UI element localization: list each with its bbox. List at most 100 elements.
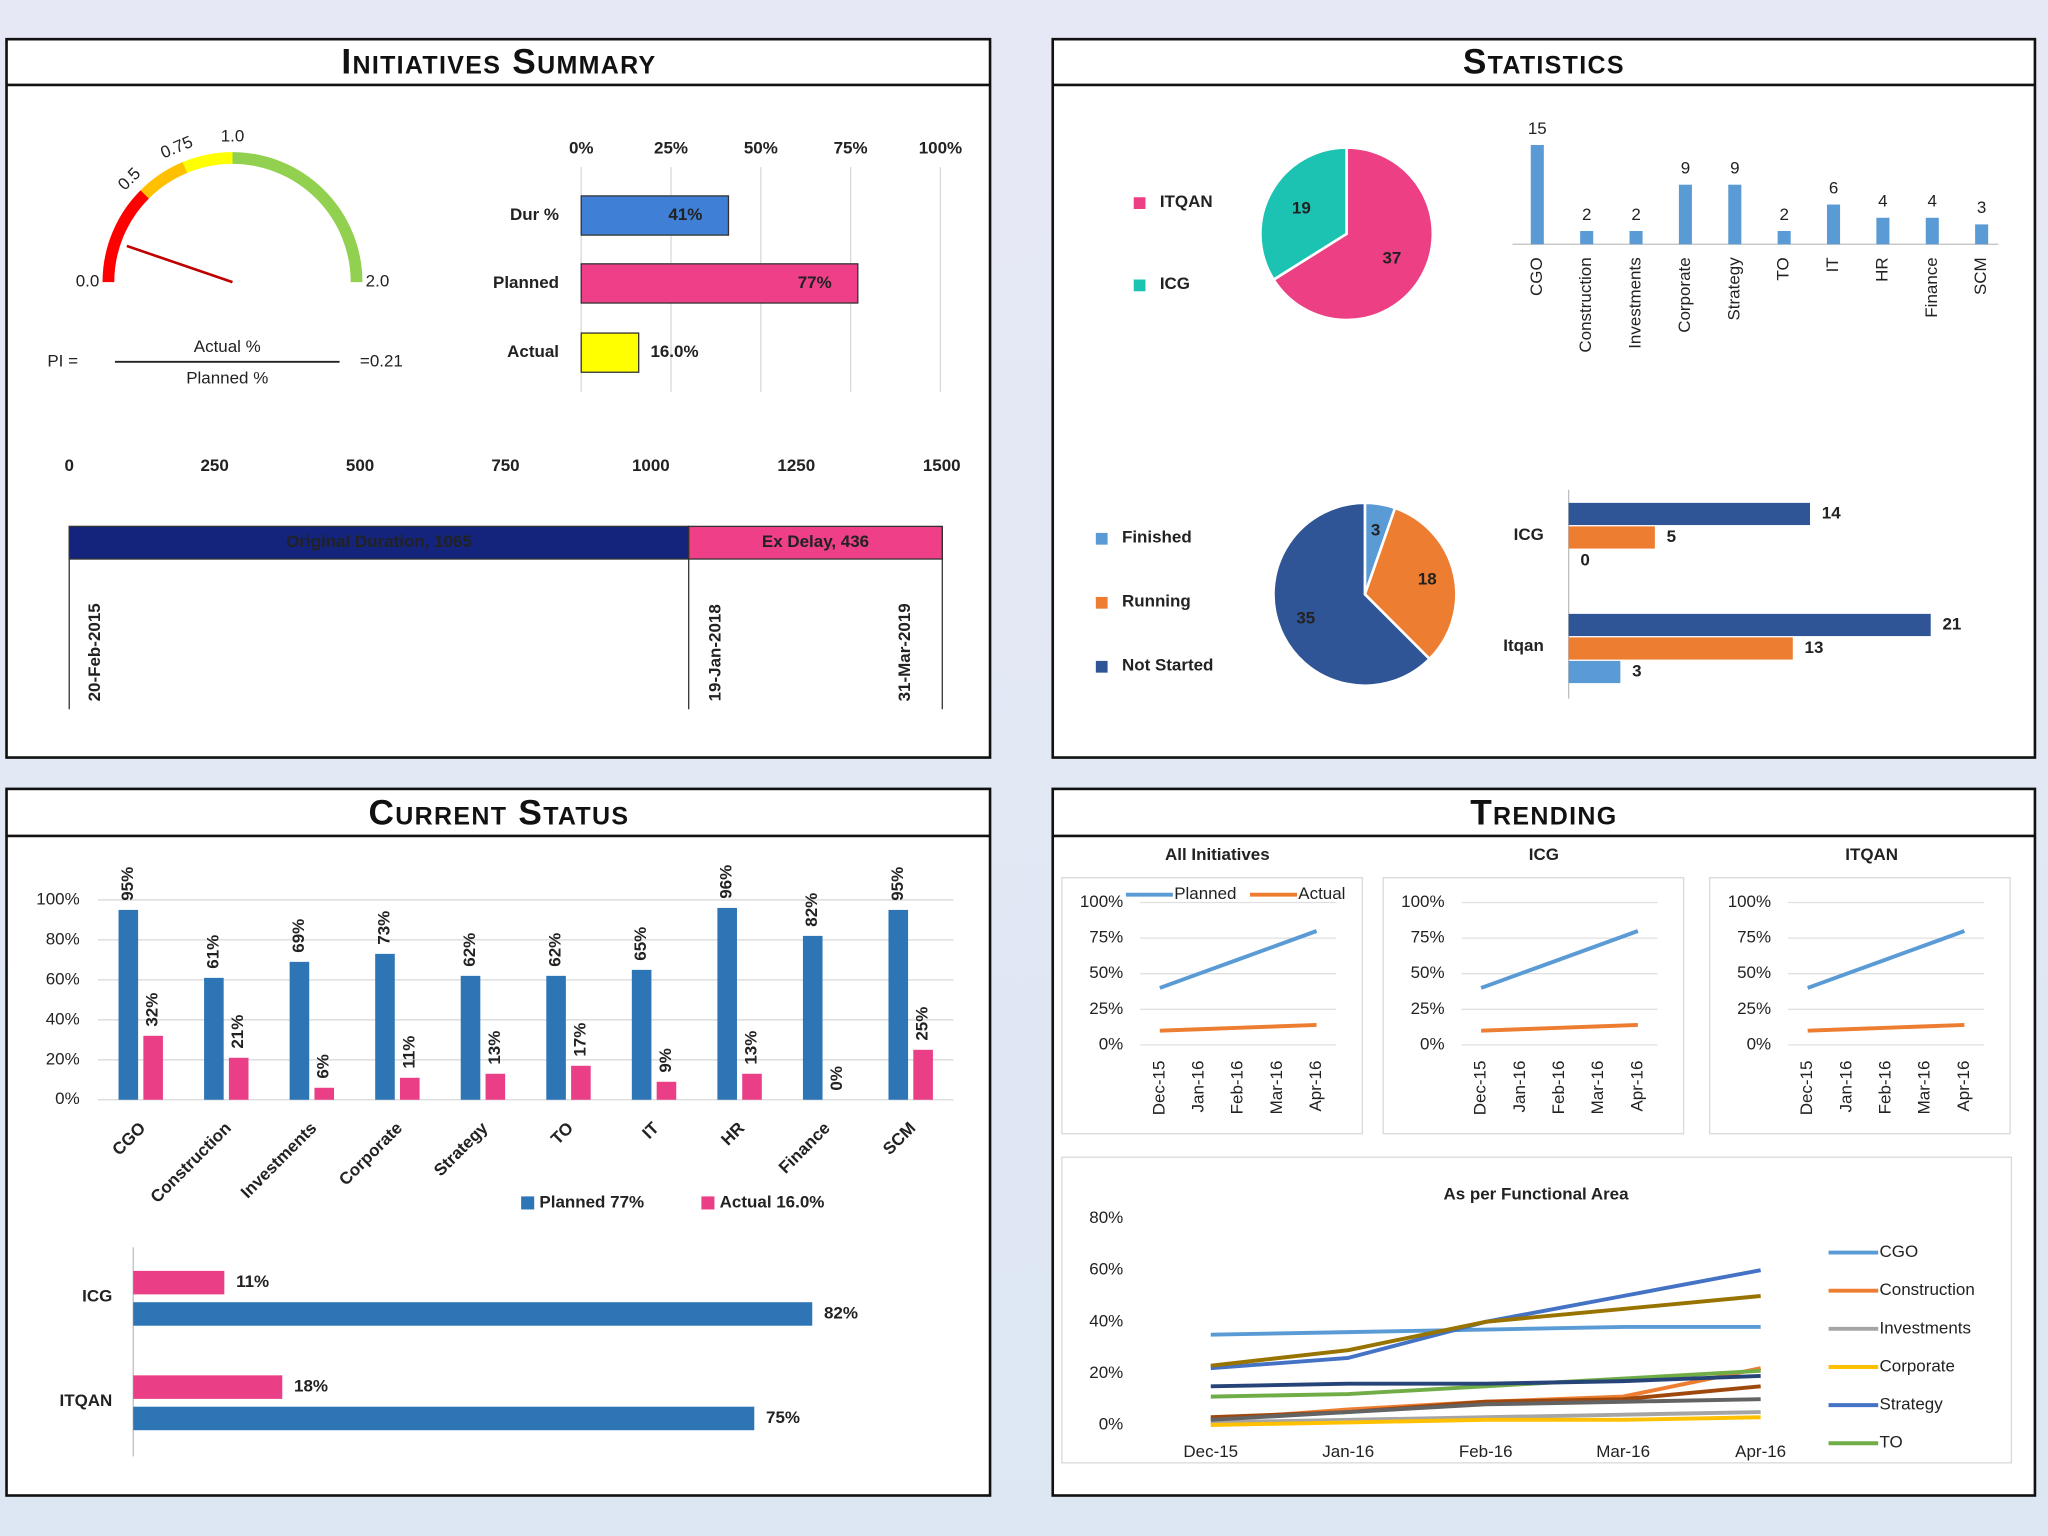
series-line (1481, 1023, 1638, 1033)
slice-label: 18 (1418, 570, 1437, 589)
panel (5, 37, 992, 759)
y-tick-label: 25% (1089, 999, 1123, 1018)
panel-title: Trending (1470, 793, 1617, 832)
slice-label: 35 (1296, 608, 1315, 627)
bar-value-label: 21% (228, 1015, 247, 1049)
y-tick-label: 75% (1737, 928, 1771, 947)
y-tick-label: 50% (1737, 963, 1771, 982)
category-label: ICG (1514, 525, 1544, 544)
bar-value-label: 11% (236, 1272, 269, 1291)
chart-title: ICG (1529, 845, 1559, 864)
category-label: TO (1774, 257, 1793, 280)
gauge-band (102, 190, 149, 283)
x-tick-label: 25% (654, 138, 688, 157)
bar (1568, 637, 1793, 660)
legend-label: Not Started (1122, 656, 1213, 675)
bar (1678, 184, 1692, 245)
category-label: Finance (1922, 257, 1941, 317)
slice-label: 3 (1371, 521, 1380, 540)
bar (802, 935, 823, 1100)
bar (580, 195, 730, 236)
bar (118, 909, 139, 1100)
panel-title: Current Status (369, 793, 630, 832)
bar (1876, 217, 1890, 245)
bar (228, 1057, 249, 1100)
bar-value-label: 5 (1667, 527, 1676, 546)
y-tick-label: 0% (1420, 1034, 1445, 1053)
date-label: 31-Mar-2019 (895, 603, 914, 701)
bar-value-label: 6 (1829, 178, 1838, 197)
y-tick-label: 100% (36, 889, 79, 908)
x-tick-label: Feb-16 (1549, 1061, 1568, 1115)
chart-title: ITQAN (1845, 845, 1898, 864)
pie-slice (1271, 146, 1435, 322)
gauge-tick-label: 2.0 (366, 272, 390, 291)
x-tick-label: 250 (200, 456, 228, 475)
x-tick-label: Apr-16 (1735, 1442, 1786, 1461)
bar-value-label: 62% (460, 933, 479, 967)
bar-value-label: 21 (1942, 614, 1961, 633)
bar-value-label: 69% (289, 919, 308, 953)
bar-value-label: 77% (798, 273, 832, 292)
bar-value-label: 25% (913, 1007, 932, 1041)
gauge-tick-label: 1.0 (221, 127, 245, 146)
x-tick-label: Dec-15 (1183, 1442, 1238, 1461)
bar-value-label: 13 (1805, 638, 1824, 657)
x-tick-label: 0 (65, 456, 74, 475)
x-tick-label: 750 (491, 456, 519, 475)
series-line (1210, 1415, 1761, 1427)
bar-value-label: 96% (717, 865, 736, 899)
bar (400, 1077, 420, 1100)
bar (1568, 502, 1811, 526)
legend-label: Investments (1880, 1318, 1971, 1337)
category-label: ITQAN (60, 1391, 113, 1410)
y-tick-label: 20% (1089, 1363, 1123, 1382)
bar (580, 263, 859, 304)
legend-label: Strategy (1880, 1395, 1944, 1414)
bar-value-label: 11% (399, 1036, 418, 1069)
bar (460, 975, 481, 1100)
bar (1629, 231, 1643, 245)
bar-value-label: 4 (1878, 192, 1887, 211)
bar-value-label: Original Duration, 1065 (286, 532, 472, 551)
category-label: IT (1823, 257, 1842, 272)
y-tick-label: 40% (1089, 1311, 1123, 1330)
x-tick-label: 1000 (632, 456, 670, 475)
x-tick-label: Mar-16 (1596, 1442, 1650, 1461)
legend-label: CGO (1880, 1242, 1919, 1261)
y-tick-label: 100% (1401, 892, 1444, 911)
bar-value-label: 75% (766, 1408, 800, 1427)
bar (133, 1270, 225, 1295)
x-tick-label: Mar-16 (1915, 1061, 1934, 1115)
bar-value-label: 62% (546, 933, 565, 967)
category-label: Actual (507, 342, 559, 361)
bar-value-label: 95% (118, 867, 137, 901)
bar-value-label: 61% (203, 935, 222, 969)
bar-value-label: 9 (1681, 158, 1690, 177)
bar (580, 332, 640, 373)
x-tick-label: Apr-16 (1306, 1061, 1325, 1112)
category-label: HR (1872, 257, 1891, 282)
x-tick-label: Apr-16 (1627, 1061, 1646, 1112)
gauge-band (232, 152, 363, 283)
category-label: Corporate (1675, 257, 1694, 332)
category-label: ICG (82, 1286, 112, 1305)
y-tick-label: 40% (46, 1009, 80, 1028)
bar-value-label: 18% (294, 1377, 328, 1396)
x-tick-label: 50% (744, 138, 778, 157)
bar (631, 969, 652, 1100)
bar (888, 909, 909, 1100)
pie-slice (1272, 501, 1432, 688)
bar-value-label: 4 (1928, 192, 1937, 211)
x-tick-label: Apr-16 (1954, 1061, 1973, 1112)
y-tick-label: 75% (1089, 928, 1123, 947)
bar (571, 1065, 591, 1100)
legend-swatch (1095, 532, 1108, 545)
legend-label: Actual 16.0% (720, 1192, 825, 1211)
bar-value-label: 9 (1730, 158, 1739, 177)
category-label: Construction (1576, 257, 1595, 352)
y-tick-label: 50% (1411, 963, 1445, 982)
category-label: SCM (1971, 257, 1990, 295)
gauge-tick-label: 0.0 (76, 272, 100, 291)
